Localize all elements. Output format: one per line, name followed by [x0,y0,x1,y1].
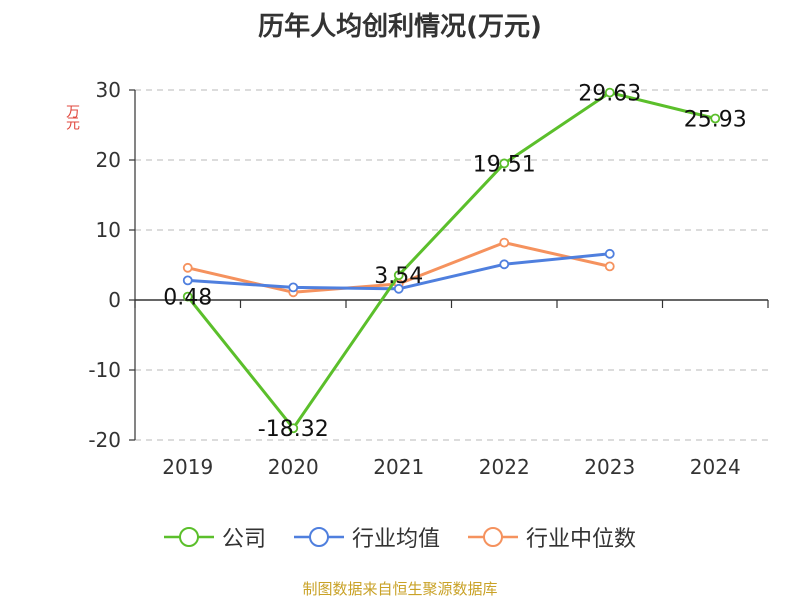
series-point-1 [288,282,299,293]
series-layer [182,87,721,434]
data-label-layer: 0.48 -18.32 3.54 19.51 29.63 25.93 [163,82,746,443]
series-point-1 [393,283,404,294]
legend-item-industry-average[interactable]: 行业均值 [293,521,440,553]
grid-layer [135,89,768,441]
series-point-0 [604,87,615,98]
data-label: -18.32 [258,417,329,442]
x-tick-label: 2023 [584,455,635,479]
data-source-note: 制图数据来自恒生聚源数据库 [302,580,498,598]
series-point-0 [393,270,404,281]
series-point-2 [604,261,615,272]
legend: 公司 行业均值 行业中位数 [0,520,800,554]
series-point-1 [182,275,193,286]
x-tick-label: 2020 [268,455,319,479]
legend-item-industry-median[interactable]: 行业中位数 [468,521,636,553]
legend-label-company: 公司 [221,527,266,552]
legend-marker-company [163,527,214,547]
legend-label-industry-average: 行业均值 [351,527,440,552]
data-label: 29.63 [578,82,641,107]
y-axis-label: 万元 [64,104,80,128]
x-tick-label: 2019 [162,455,213,479]
series-point-2 [499,237,510,248]
y-tick-label: -10 [88,358,121,382]
legend-marker-industry-median [468,527,518,547]
legend-marker-industry-average [293,527,344,547]
data-label: 0.48 [163,286,212,311]
data-label: 3.54 [374,264,423,289]
x-tick-label: 2024 [690,455,741,479]
series-point-0 [710,113,721,124]
series-point-0 [499,158,510,169]
series-point-0 [288,423,299,434]
y-tick-label: -20 [88,428,121,452]
y-tick-label: 0 [108,288,121,312]
x-tick-label: 2021 [373,455,424,479]
series-point-1 [499,259,510,270]
legend-item-company[interactable]: 公司 [163,521,266,553]
y-tick-label: 20 [96,148,121,172]
legend-label-industry-median: 行业中位数 [526,527,637,552]
data-label: 25.93 [684,107,747,132]
series-point-1 [604,248,615,259]
data-label: 19.51 [473,152,536,177]
y-tick-label: 10 [96,218,121,242]
series-point-0 [182,291,193,302]
y-tick-label: 30 [96,78,121,102]
chart-title: 历年人均创利情况(万元) [258,12,542,42]
series-point-2 [182,262,193,273]
series-line-0 [186,91,716,430]
x-tick-label: 2022 [479,455,530,479]
axis-layer: -20 -10 0 10 20 30 2019 2020 2021 2022 2023 2024 [88,78,769,479]
